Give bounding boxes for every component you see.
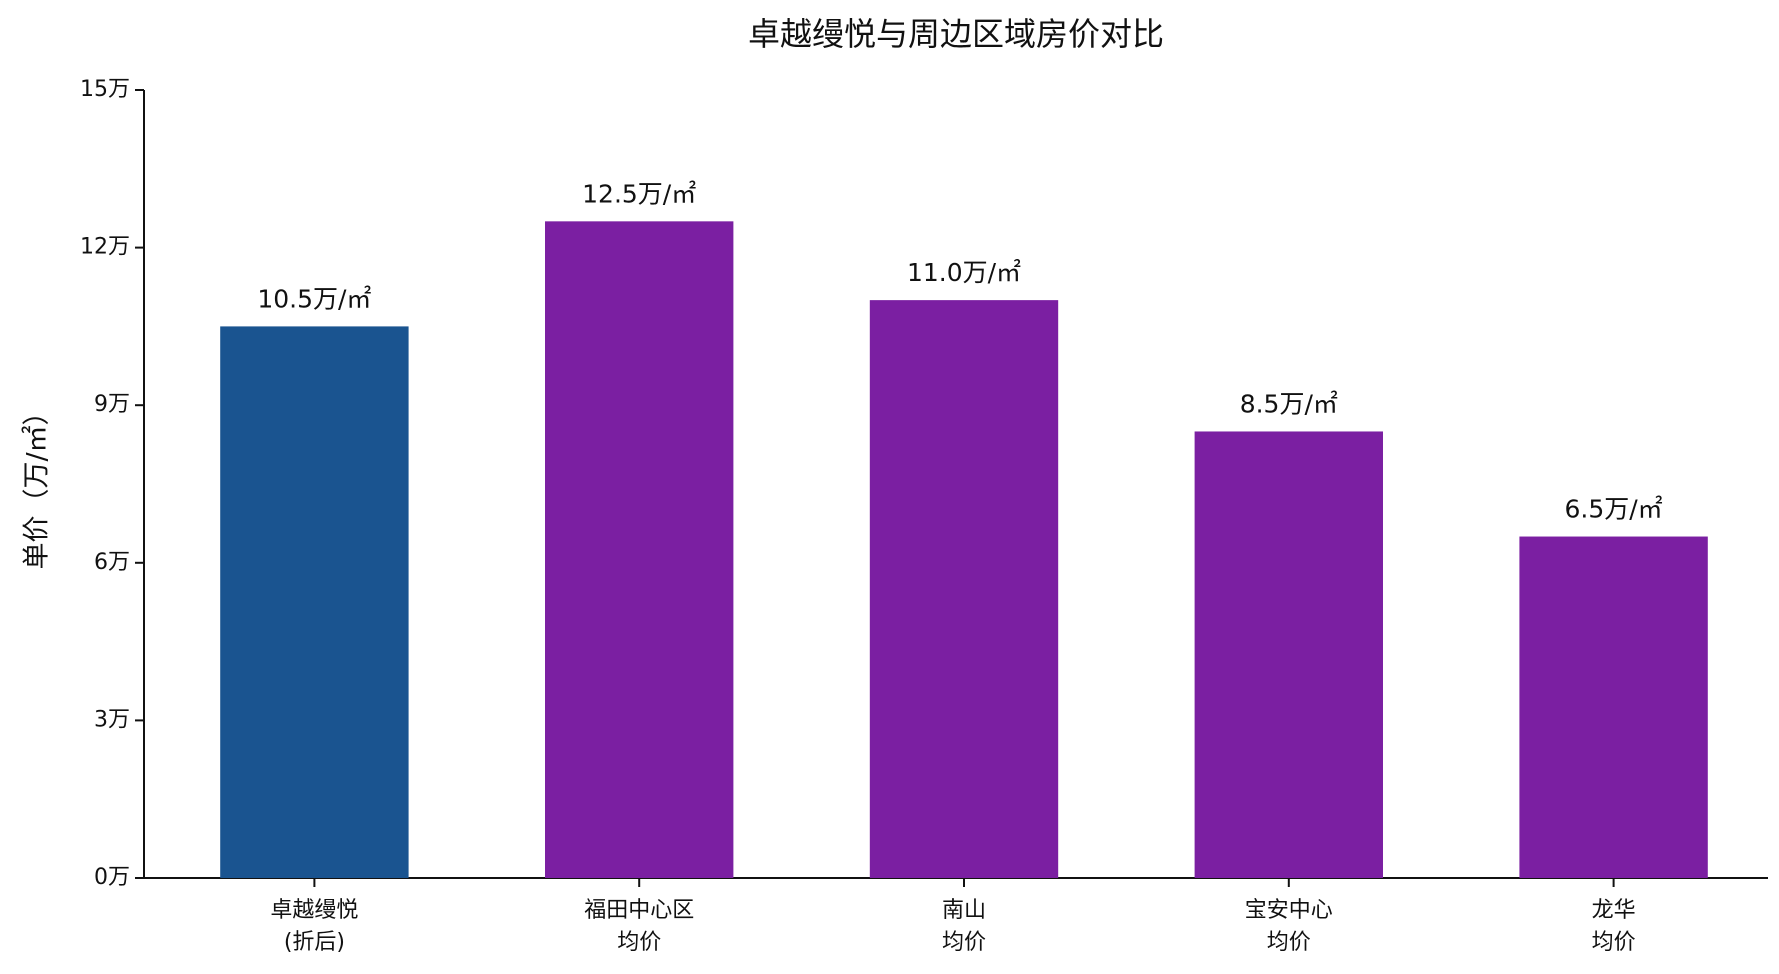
y-tick-label: 15万 [80, 77, 130, 102]
y-tick-label: 6万 [94, 550, 130, 575]
y-axis-label: 单价（万/㎡） [22, 398, 53, 569]
x-tick-label: 均价 [1592, 930, 1636, 955]
bar [1194, 431, 1383, 878]
x-tick-label: 龙华 [1592, 898, 1636, 923]
x-tick-label: 福田中心区 [584, 898, 694, 923]
value-label: 6.5万/㎡ [1565, 495, 1663, 524]
bar [1519, 536, 1708, 878]
y-tick-label: 9万 [94, 392, 130, 417]
y-tick-label: 12万 [80, 235, 130, 260]
bar [545, 221, 734, 879]
chart-title: 卓越缦悦与周边区域房价对比 [748, 15, 1164, 53]
x-tick-label: 均价 [942, 930, 986, 955]
x-tick-label: 均价 [1267, 930, 1311, 955]
value-label: 10.5万/㎡ [257, 284, 371, 313]
y-tick-label: 3万 [94, 707, 130, 732]
value-label: 12.5万/㎡ [582, 179, 696, 208]
y-tick-label: 0万 [94, 865, 130, 890]
x-tick-label: 宝安中心 [1245, 898, 1333, 923]
bar [220, 326, 409, 878]
x-tick-label: (折后) [284, 930, 345, 955]
x-tick-label: 南山 [942, 898, 986, 923]
value-label: 11.0万/㎡ [907, 258, 1021, 287]
value-label: 8.5万/㎡ [1240, 389, 1338, 418]
x-tick-label: 均价 [617, 930, 661, 955]
x-tick-label: 卓越缦悦 [270, 898, 358, 923]
bar [869, 300, 1059, 879]
